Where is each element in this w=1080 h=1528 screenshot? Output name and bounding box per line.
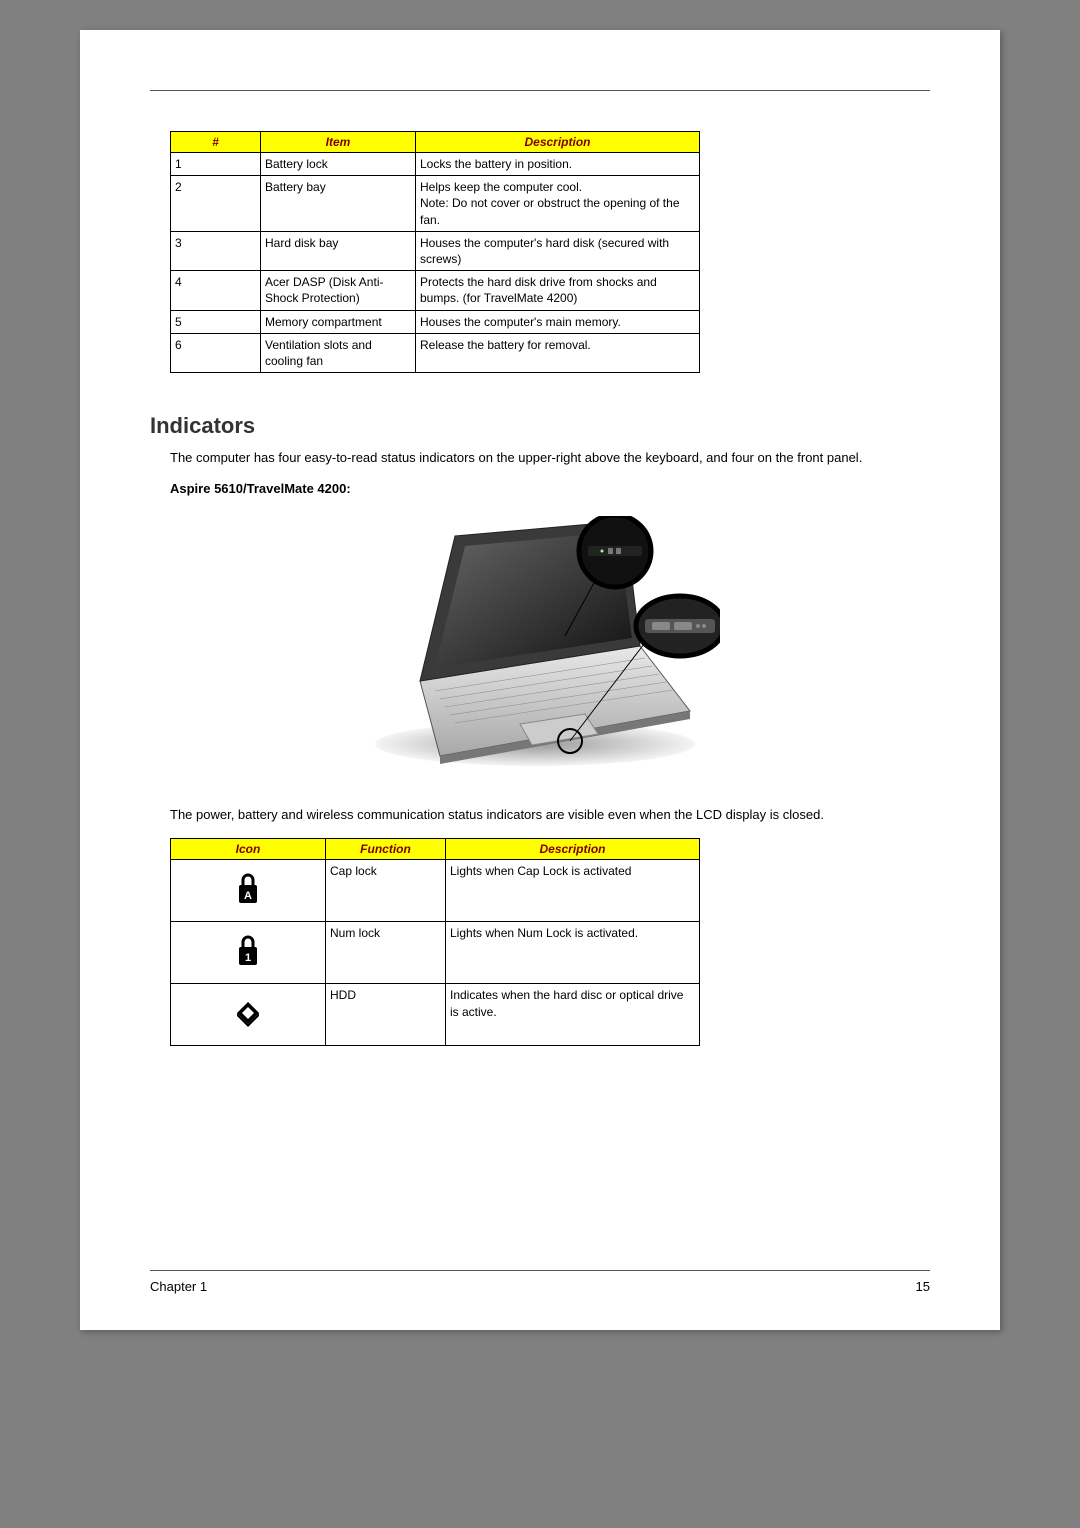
cell-description: Helps keep the computer cool.Note: Do no…	[416, 176, 700, 232]
table-row: HDDIndicates when the hard disc or optic…	[171, 984, 700, 1046]
numlock-icon: 1	[233, 933, 263, 969]
table-row: 2Battery bayHelps keep the computer cool…	[171, 176, 700, 232]
cell-item: Ventilation slots and cooling fan	[261, 333, 416, 372]
cell-description: Indicates when the hard disc or optical …	[446, 984, 700, 1046]
cell-function: Num lock	[326, 922, 446, 984]
indicators-table: Icon Function Description A Cap lockLight…	[170, 838, 700, 1046]
table-row: 1 Num lockLights when Num Lock is activat…	[171, 922, 700, 984]
col-header-function: Function	[326, 839, 446, 860]
top-rule	[150, 90, 930, 91]
indicators-visible-para: The power, battery and wireless communic…	[170, 806, 930, 824]
cell-description: Protects the hard disk drive from shocks…	[416, 271, 700, 310]
cell-item: Hard disk bay	[261, 231, 416, 270]
cell-number: 3	[171, 231, 261, 270]
cell-description: Release the battery for removal.	[416, 333, 700, 372]
indicators-intro-para: The computer has four easy-to-read statu…	[170, 449, 930, 467]
laptop-illustration	[360, 516, 720, 776]
cell-item: Battery lock	[261, 153, 416, 176]
table-row: A Cap lockLights when Cap Lock is activat…	[171, 860, 700, 922]
cell-description: Lights when Cap Lock is activated	[446, 860, 700, 922]
laptop-indicators-figure	[360, 516, 720, 776]
cell-number: 6	[171, 333, 261, 372]
svg-text:A: A	[244, 890, 252, 902]
cell-item: Acer DASP (Disk Anti-Shock Protection)	[261, 271, 416, 310]
cell-icon: 1	[171, 922, 326, 984]
cell-function: HDD	[326, 984, 446, 1046]
footer-page-number: 15	[916, 1279, 930, 1294]
table-row: 3Hard disk bayHouses the computer's hard…	[171, 231, 700, 270]
document-page: # Item Description 1Battery lockLocks th…	[80, 30, 1000, 1330]
cell-description: Houses the computer's hard disk (secured…	[416, 231, 700, 270]
hdd-icon	[233, 995, 263, 1031]
indicators-table-body: A Cap lockLights when Cap Lock is activat…	[171, 860, 700, 1046]
section-heading-indicators: Indicators	[150, 413, 930, 439]
caplock-icon: A	[233, 871, 263, 907]
col-header-item: Item	[261, 132, 416, 153]
col-header-icon: Icon	[171, 839, 326, 860]
cell-number: 5	[171, 310, 261, 333]
table-row: 5Memory compartmentHouses the computer's…	[171, 310, 700, 333]
cell-item: Battery bay	[261, 176, 416, 232]
cell-description: Lights when Num Lock is activated.	[446, 922, 700, 984]
svg-text:1: 1	[245, 952, 251, 964]
table-row: 4Acer DASP (Disk Anti-Shock Protection)P…	[171, 271, 700, 310]
col-header-desc: Description	[416, 132, 700, 153]
cell-icon	[171, 984, 326, 1046]
cell-item: Memory compartment	[261, 310, 416, 333]
table-row: 1Battery lockLocks the battery in positi…	[171, 153, 700, 176]
col-header-description: Description	[446, 839, 700, 860]
components-table-body: 1Battery lockLocks the battery in positi…	[171, 153, 700, 373]
cell-description: Houses the computer's main memory.	[416, 310, 700, 333]
cell-function: Cap lock	[326, 860, 446, 922]
cell-number: 1	[171, 153, 261, 176]
footer-chapter: Chapter 1	[150, 1279, 207, 1294]
cell-number: 4	[171, 271, 261, 310]
cell-description: Locks the battery in position.	[416, 153, 700, 176]
cell-icon: A	[171, 860, 326, 922]
components-table: # Item Description 1Battery lockLocks th…	[170, 131, 700, 373]
cell-number: 2	[171, 176, 261, 232]
page-footer: Chapter 1 15	[150, 1270, 930, 1294]
model-label: Aspire 5610/TravelMate 4200:	[170, 481, 930, 496]
col-header-num: #	[171, 132, 261, 153]
table-row: 6Ventilation slots and cooling fanReleas…	[171, 333, 700, 372]
